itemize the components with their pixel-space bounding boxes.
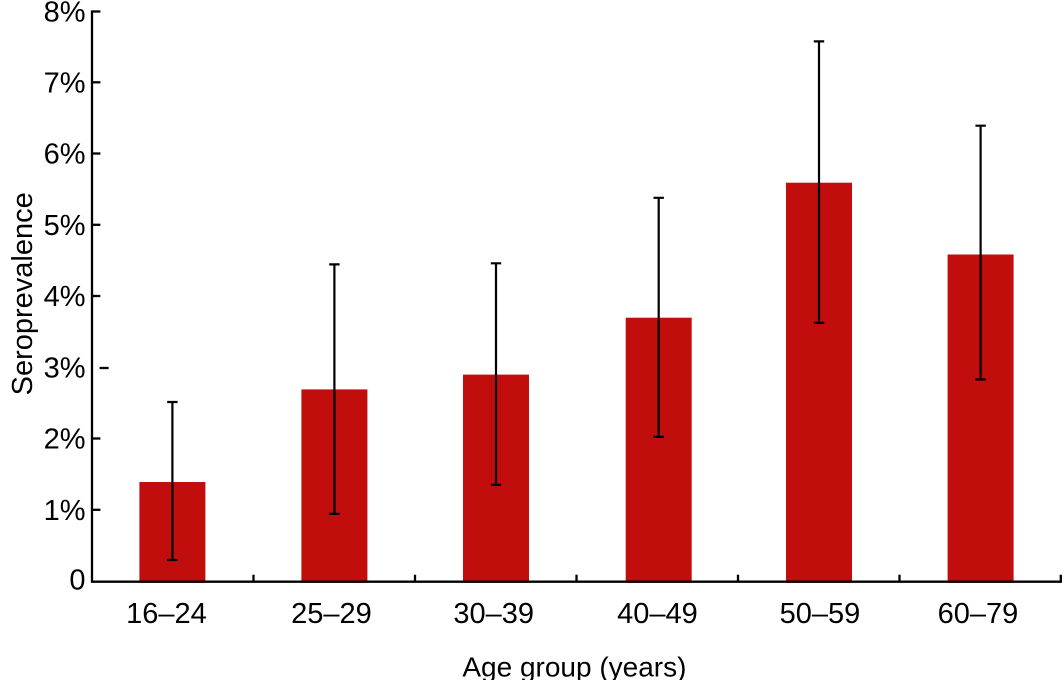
svg-text:25–29: 25–29 bbox=[291, 598, 372, 630]
svg-text:50–59: 50–59 bbox=[780, 598, 861, 630]
svg-text:16–24: 16–24 bbox=[126, 598, 207, 630]
svg-text:3%: 3% bbox=[44, 352, 86, 384]
svg-text:6%: 6% bbox=[44, 139, 86, 171]
svg-text:2%: 2% bbox=[44, 424, 86, 456]
svg-text:Age group (years): Age group (years) bbox=[462, 652, 686, 680]
svg-text:7%: 7% bbox=[44, 67, 86, 99]
svg-text:4%: 4% bbox=[44, 281, 86, 313]
svg-text:40–49: 40–49 bbox=[617, 598, 698, 630]
svg-text:8%: 8% bbox=[44, 0, 86, 29]
svg-text:30–39: 30–39 bbox=[453, 598, 534, 630]
svg-text:5%: 5% bbox=[44, 210, 86, 242]
svg-text:1%: 1% bbox=[44, 495, 86, 527]
svg-text:Seroprevalence: Seroprevalence bbox=[7, 192, 39, 395]
svg-text:60–79: 60–79 bbox=[938, 598, 1019, 630]
svg-text:0: 0 bbox=[69, 565, 85, 597]
